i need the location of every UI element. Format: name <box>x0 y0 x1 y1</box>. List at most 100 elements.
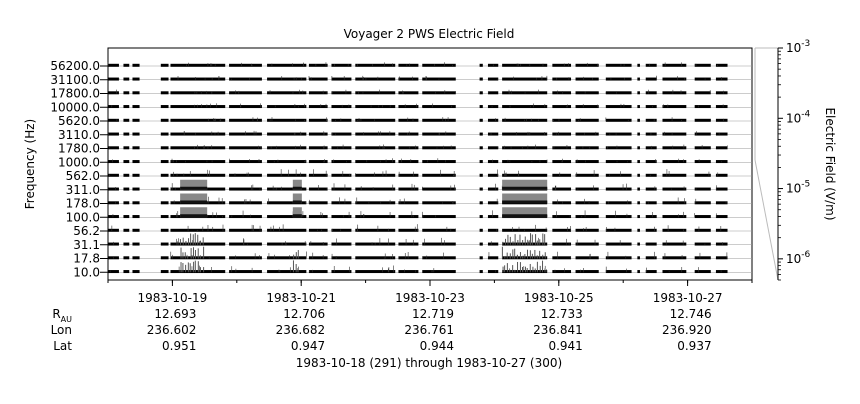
colorbar-tick-label: 10-4 <box>786 109 811 125</box>
enhanced-emission-core <box>502 186 548 190</box>
data-segment <box>502 173 548 177</box>
data-segment <box>605 118 632 122</box>
x-axis: 1983-10-19 1983-10-21 1983-10-23 1983-10-25… <box>107 280 753 305</box>
data-segment <box>229 256 262 260</box>
data-segment <box>108 201 119 205</box>
data-segment <box>108 173 119 177</box>
data-segment <box>108 160 119 164</box>
data-segment <box>715 132 728 136</box>
data-segment <box>575 173 599 177</box>
data-segment <box>575 132 599 136</box>
ephemeris-lat-value: 0.941 <box>548 339 582 353</box>
enhanced-emission-core <box>180 200 208 204</box>
data-segment <box>715 215 728 219</box>
data-segment <box>132 201 140 205</box>
data-segment <box>267 105 307 109</box>
data-segment <box>575 105 599 109</box>
data-segment <box>575 242 599 246</box>
data-segment <box>331 146 352 150</box>
data-segment <box>355 63 396 67</box>
channel-row <box>108 89 752 95</box>
data-segment <box>355 187 396 191</box>
data-segment <box>355 215 396 219</box>
data-segment <box>123 63 130 67</box>
data-segment <box>355 77 396 81</box>
data-segment <box>132 242 140 246</box>
data-segment <box>123 242 130 246</box>
enhanced-emission <box>180 207 208 218</box>
data-segment <box>662 256 687 260</box>
data-segment <box>267 146 307 150</box>
data-segment <box>479 215 483 219</box>
enhanced-emission-core <box>180 186 208 190</box>
data-segment <box>132 256 140 260</box>
data-segment <box>108 187 119 191</box>
enhanced-emission-core <box>180 214 208 218</box>
channel-row <box>108 246 752 260</box>
data-segment <box>308 242 328 246</box>
data-segment <box>123 201 130 205</box>
frequency-tick-label: 31.1 <box>73 238 100 252</box>
data-segment <box>123 160 130 164</box>
channel-row <box>108 117 752 122</box>
x-tick-label: 1983-10-27 <box>653 291 723 305</box>
data-segment <box>605 77 632 81</box>
data-segment <box>331 173 352 177</box>
data-segment <box>108 228 119 232</box>
data-segment <box>132 173 140 177</box>
data-segment <box>575 146 599 150</box>
data-segment <box>662 146 687 150</box>
colorbar-title: Electric Field (V/m) <box>823 107 837 220</box>
data-segment <box>267 256 307 260</box>
data-segment <box>605 215 632 219</box>
data-segment <box>422 270 456 274</box>
data-segment <box>160 118 169 122</box>
ephemeris-labels: RAU Lon Lat <box>51 307 73 353</box>
data-segment <box>487 118 499 122</box>
data-segment <box>132 118 140 122</box>
data-segment <box>605 256 632 260</box>
frequency-tick-label: 178.0 <box>66 197 100 211</box>
frequency-tick-label: 31100.0 <box>50 73 100 87</box>
enhanced-emission <box>502 179 548 190</box>
frequency-tick-label: 56.2 <box>73 224 100 238</box>
data-segment <box>645 173 657 177</box>
data-segment <box>694 242 711 246</box>
data-segment <box>267 63 307 67</box>
data-segment <box>662 242 687 246</box>
data-segment <box>605 160 632 164</box>
data-segment <box>662 77 687 81</box>
enhanced-emission-core <box>502 200 548 204</box>
data-segment <box>487 228 499 232</box>
frequency-tick-label: 10000.0 <box>50 100 100 114</box>
data-segment <box>479 118 483 122</box>
channel-row <box>108 130 752 136</box>
data-segment <box>422 105 456 109</box>
data-segment <box>160 173 169 177</box>
data-segment <box>645 118 657 122</box>
data-segment <box>552 242 572 246</box>
ephemeris-lon-value: 236.841 <box>533 323 583 337</box>
data-segment <box>355 118 396 122</box>
data-segment <box>123 173 130 177</box>
data-segment <box>123 105 130 109</box>
data-segment <box>422 187 456 191</box>
data-segment <box>645 91 657 95</box>
data-segment <box>398 160 419 164</box>
data-segment <box>694 201 711 205</box>
data-segment <box>575 118 599 122</box>
data-segment <box>715 228 728 232</box>
data-segment <box>605 270 632 274</box>
data-segment <box>605 91 632 95</box>
data-segment <box>170 63 226 67</box>
date-range-footer: 1983-10-18 (291) through 1983-10-27 (300… <box>296 356 562 370</box>
data-segment <box>331 63 352 67</box>
data-segment <box>229 77 262 81</box>
enhanced-emission <box>180 179 208 190</box>
data-segment <box>308 118 328 122</box>
data-segment <box>123 270 130 274</box>
channel-rows <box>107 62 752 274</box>
data-segment <box>229 215 262 219</box>
data-segment <box>308 91 328 95</box>
